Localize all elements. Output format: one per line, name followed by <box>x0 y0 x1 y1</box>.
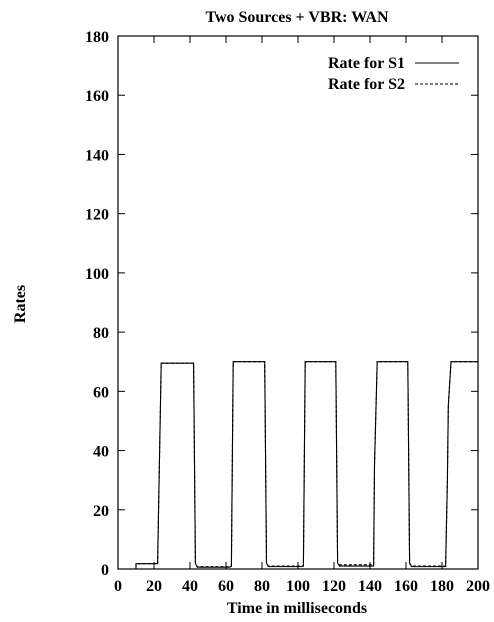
legend-label-s2: Rate for S2 <box>328 76 405 93</box>
y-tick-label: 20 <box>93 503 109 520</box>
plot-frame <box>117 35 479 570</box>
x-tick-label: 120 <box>322 578 346 595</box>
y-tick-label: 80 <box>93 325 109 342</box>
series-line-s2 <box>118 361 478 570</box>
series-line-s1 <box>118 361 478 570</box>
x-tick-label: 20 <box>146 578 162 595</box>
legend: Rate for S1 Rate for S2 <box>328 55 459 93</box>
x-tick-label: 140 <box>358 578 382 595</box>
y-tick-label: 120 <box>85 207 109 224</box>
x-tick-label: 200 <box>466 578 490 595</box>
x-axis-label: Time in milliseconds <box>227 600 367 617</box>
x-tick-label: 100 <box>286 578 310 595</box>
legend-label-s1: Rate for S1 <box>328 55 405 72</box>
y-tick-label: 140 <box>85 147 109 164</box>
y-axis-label: Rates <box>12 285 29 323</box>
x-tick-label: 60 <box>218 578 234 595</box>
chart-title: Two Sources + VBR: WAN <box>205 9 389 26</box>
y-tick-label: 0 <box>101 562 109 579</box>
y-tick-label: 100 <box>85 266 109 283</box>
y-tick-label: 40 <box>93 444 109 461</box>
x-tick-label: 0 <box>114 578 122 595</box>
y-tick-label: 180 <box>85 29 109 46</box>
x-tick-label: 80 <box>254 578 270 595</box>
x-tick-label: 160 <box>394 578 418 595</box>
axis-ticks: 0 20 40 60 80 100 120 140 160 180 0 20 40 60 80 100 120 1… <box>85 29 490 595</box>
y-tick-label: 160 <box>85 88 109 105</box>
series-layer <box>118 361 478 570</box>
x-tick-label: 40 <box>182 578 198 595</box>
x-tick-label: 180 <box>430 578 454 595</box>
y-tick-label: 60 <box>93 384 109 401</box>
